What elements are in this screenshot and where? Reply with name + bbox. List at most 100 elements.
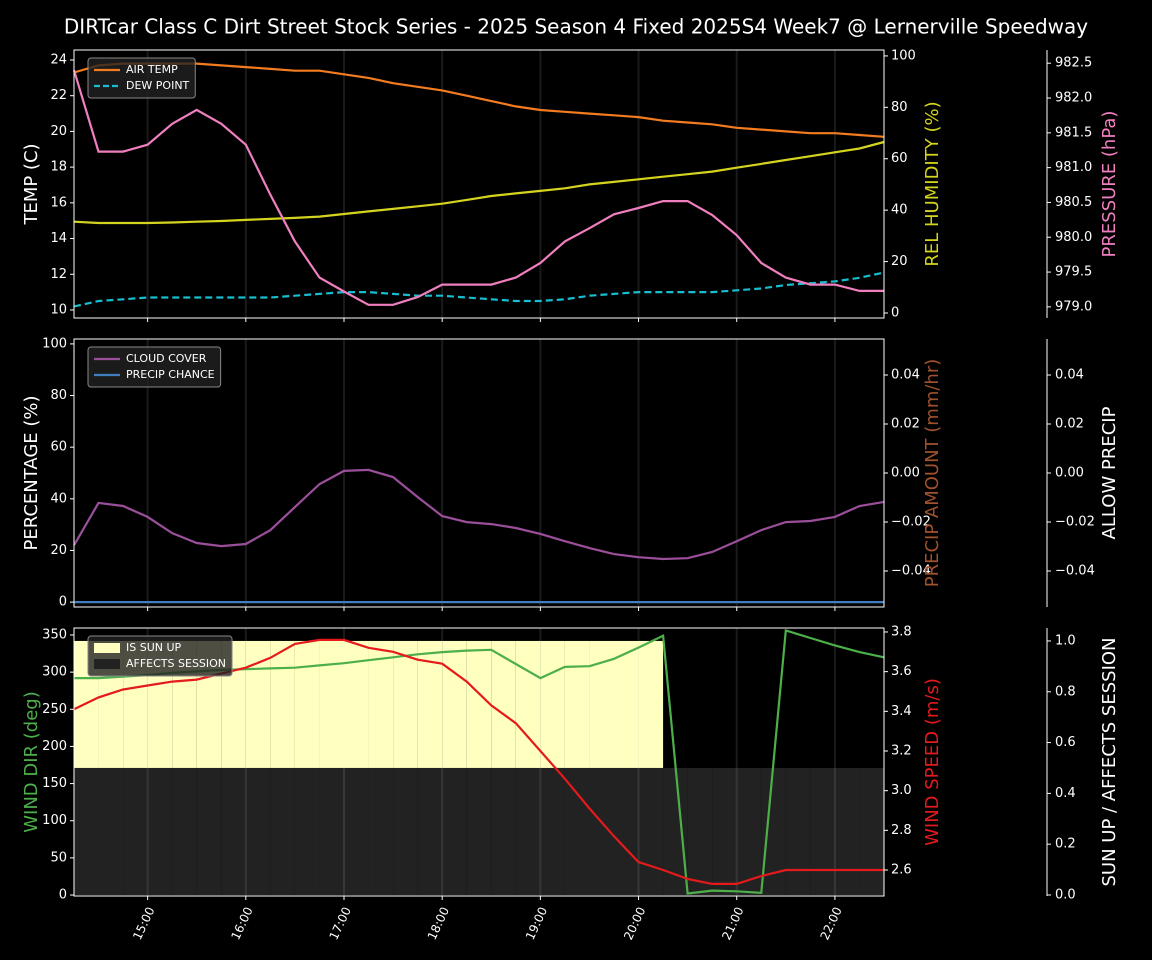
y3-tick-label: 980.0 [1055, 230, 1092, 245]
series-line [73, 271, 885, 308]
area-segment [466, 767, 492, 895]
axis-label: ALLOW PRECIP [1099, 406, 1120, 539]
area-segment [270, 640, 295, 768]
y-tick-label: 40 [50, 491, 67, 506]
legend-label: AIR TEMP [126, 63, 178, 76]
area-segment [319, 767, 344, 895]
y2-tick-label: 3.0 [891, 783, 912, 798]
area-segment [221, 767, 246, 895]
y2-tick-label: 3.8 [891, 624, 912, 639]
plot-frame [73, 49, 885, 319]
y-tick-label: 24 [50, 52, 67, 67]
axis-label: TEMP (C) [21, 143, 42, 225]
area-segment [736, 767, 762, 895]
area-segment [368, 640, 394, 768]
area-segment [712, 767, 737, 895]
y3-tick-label: 0.2 [1055, 837, 1076, 852]
legend-label: PRECIP CHANCE [126, 368, 215, 381]
area-segment [540, 767, 565, 895]
y2-tick-label: 60 [891, 151, 908, 166]
series-line [73, 62, 885, 138]
y2-tick-label: 100 [891, 48, 916, 63]
y2-tick-label: 20 [891, 254, 908, 269]
axis-label: PRECIP AMOUNT (mm/hr) [922, 359, 943, 588]
area-segment [663, 767, 688, 895]
area-segment [687, 767, 713, 895]
axis-label: SUN UP / AFFECTS SESSION [1099, 637, 1120, 886]
y2-tick-label: 0 [891, 305, 899, 320]
y3-tick-label: −0.02 [1055, 514, 1095, 529]
y2-tick-label: −0.04 [891, 563, 931, 578]
area-segment [344, 767, 369, 895]
y2-tick-label: 3.6 [891, 664, 912, 679]
y-tick-label: 10 [50, 302, 67, 317]
area-segment [614, 767, 639, 895]
area-segment [417, 767, 443, 895]
legend-box [87, 57, 196, 99]
y2-tick-label: 0.02 [891, 417, 920, 432]
area-segment [147, 767, 173, 895]
area-segment [785, 767, 811, 895]
y-tick-label: 350 [42, 627, 67, 642]
legend-swatch [94, 659, 120, 669]
area-segment [564, 767, 590, 895]
area-segment [123, 767, 148, 895]
y3-tick-label: 0.4 [1055, 786, 1076, 801]
area-segment [74, 767, 99, 895]
y2-tick-label: 0.00 [891, 466, 920, 481]
area-segment [319, 640, 344, 768]
y-tick-label: 60 [50, 440, 67, 455]
y-tick-label: 100 [42, 813, 67, 828]
y3-tick-label: 982.5 [1055, 56, 1092, 71]
series-line [73, 468, 885, 561]
area-segment [442, 767, 467, 895]
area-segment [368, 767, 394, 895]
legend-swatch [94, 643, 120, 653]
legend-label: DEW POINT [126, 79, 190, 92]
plot-frame [73, 627, 885, 897]
y3-tick-label: 981.5 [1055, 125, 1092, 140]
area-segment [270, 767, 295, 895]
legend-label: AFFECTS SESSION [126, 657, 226, 670]
area-segment [393, 767, 418, 895]
area-segment [834, 767, 860, 895]
area-segment [393, 640, 418, 768]
y3-tick-label: 0.02 [1055, 417, 1084, 432]
y3-tick-label: 979.0 [1055, 299, 1092, 314]
y-tick-label: 20 [50, 124, 67, 139]
area-segment [196, 767, 222, 895]
area-segment [614, 640, 639, 768]
y-tick-label: 0 [59, 888, 67, 903]
area-segment [515, 767, 541, 895]
series-line [73, 140, 885, 225]
y3-tick-label: −0.04 [1055, 563, 1095, 578]
y-tick-label: 150 [42, 776, 67, 791]
legend-box [87, 346, 222, 388]
y2-tick-label: 0.04 [891, 368, 920, 383]
y-tick-label: 16 [50, 195, 67, 210]
area-segment [245, 767, 271, 895]
y3-tick-label: 0.00 [1055, 466, 1084, 481]
y3-tick-label: 981.0 [1055, 160, 1092, 175]
y3-tick-label: 0.6 [1055, 735, 1076, 750]
area-segment [442, 640, 467, 768]
y3-tick-label: 979.5 [1055, 265, 1092, 280]
area-segment [564, 640, 590, 768]
area-segment [491, 767, 516, 895]
axis-label: REL HUMIDITY (%) [922, 101, 943, 266]
y2-tick-label: 3.4 [891, 704, 912, 719]
y2-tick-label: −0.02 [891, 514, 931, 529]
y2-tick-label: 2.6 [891, 863, 912, 878]
legend-box [87, 635, 233, 677]
area-segment [515, 640, 541, 768]
y-tick-label: 22 [50, 88, 67, 103]
y-tick-label: 20 [50, 543, 67, 558]
area-segment [172, 767, 197, 895]
y-tick-label: 18 [50, 160, 67, 175]
area-segment [98, 767, 124, 895]
chart-title: DIRTcar Class C Dirt Street Stock Series… [64, 15, 1088, 39]
area-segment [466, 640, 492, 768]
y3-tick-label: 0.8 [1055, 684, 1076, 699]
y-tick-label: 14 [50, 231, 67, 246]
